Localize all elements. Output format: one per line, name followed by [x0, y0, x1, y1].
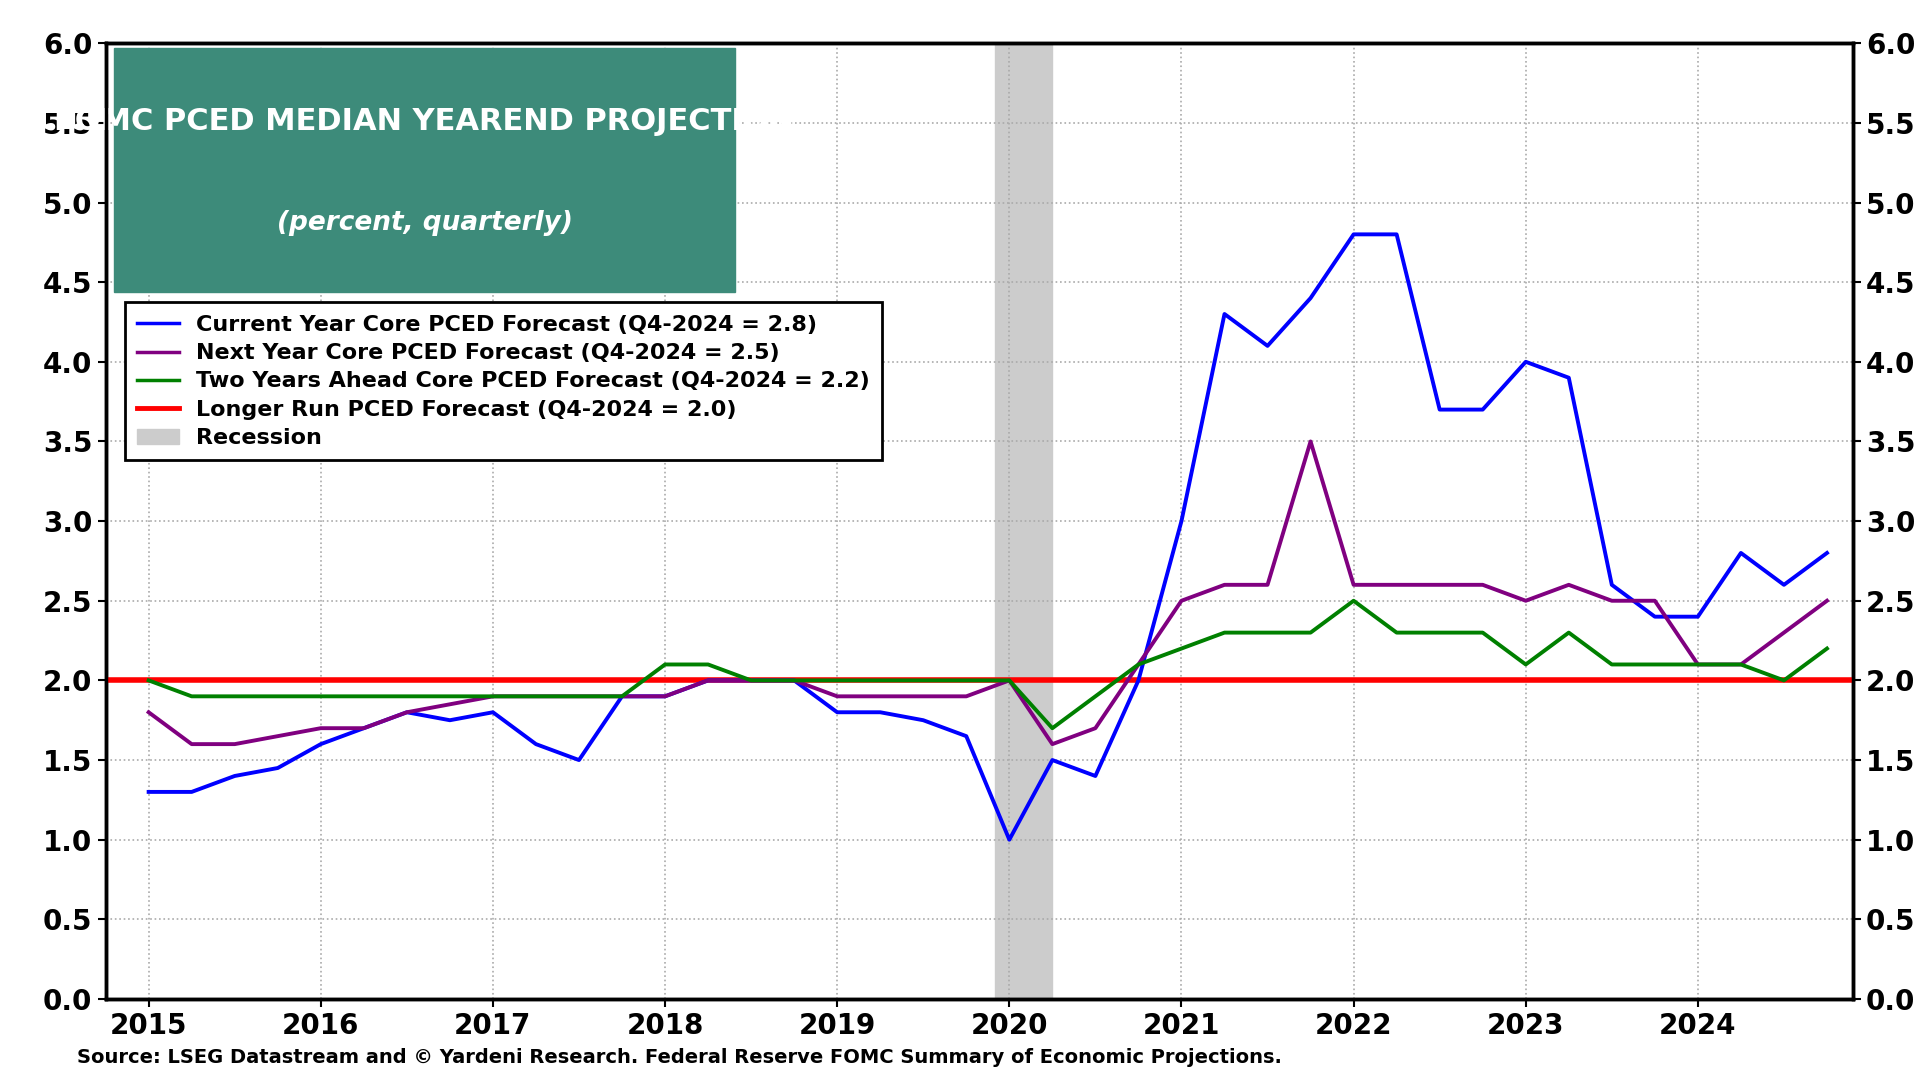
Text: (percent, quarterly): (percent, quarterly) [276, 211, 572, 237]
Legend: Current Year Core PCED Forecast (Q4-2024 = 2.8), Next Year Core PCED Forecast (Q: Current Year Core PCED Forecast (Q4-2024… [125, 302, 881, 460]
Text: FOMC PCED MEDIAN YEAREND PROJECTION: FOMC PCED MEDIAN YEAREND PROJECTION [54, 107, 795, 136]
Text: Source: LSEG Datastream and © Yardeni Research. Federal Reserve FOMC Summary of : Source: LSEG Datastream and © Yardeni Re… [77, 1048, 1283, 1067]
FancyBboxPatch shape [115, 48, 735, 292]
Bar [995, 43, 1052, 999]
